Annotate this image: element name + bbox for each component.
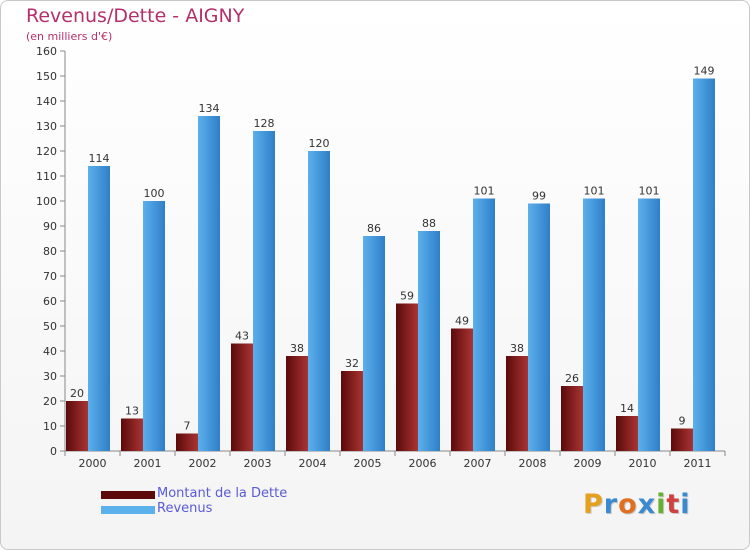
data-label-revenus: 101 — [584, 185, 605, 198]
bar-dette — [561, 386, 583, 451]
logo-letter: i — [680, 489, 691, 520]
data-label-dette: 49 — [455, 315, 469, 328]
data-label-dette: 20 — [70, 387, 84, 400]
bar-dette — [616, 416, 638, 451]
bar-dette — [341, 371, 363, 451]
y-tick-label: 70 — [43, 270, 57, 283]
y-tick-label: 60 — [43, 295, 57, 308]
y-tick-label: 100 — [36, 195, 57, 208]
data-label-revenus: 114 — [89, 152, 110, 165]
x-tick-label: 2000 — [79, 457, 107, 470]
data-label-dette: 26 — [565, 372, 579, 385]
y-tick-label: 30 — [43, 370, 57, 383]
data-label-revenus: 101 — [474, 185, 495, 198]
bar-dette — [121, 418, 143, 451]
bars: 20 114 13 100 7 134 43 128 38 120 32 86 59 88 49 101 38 9… — [66, 65, 715, 451]
bar-revenus — [693, 78, 715, 451]
y-tick-label: 20 — [43, 395, 57, 408]
y-tick-label: 10 — [43, 420, 57, 433]
data-label-dette: 59 — [400, 290, 414, 303]
data-label-dette: 38 — [510, 342, 524, 355]
data-label-revenus: 101 — [639, 185, 660, 198]
bar-revenus — [253, 131, 275, 451]
legend-swatch-revenus — [101, 506, 155, 514]
data-label-revenus: 100 — [144, 187, 165, 200]
legend-label-dette: Montant de la Dette — [157, 486, 288, 501]
logo-letter: i — [656, 489, 667, 520]
bar-revenus — [143, 201, 165, 451]
x-tick-label: 2006 — [409, 457, 437, 470]
legend-swatch-dette — [101, 491, 155, 499]
data-label-dette: 43 — [235, 330, 249, 343]
bar-revenus — [363, 236, 385, 451]
y-tick-label: 40 — [43, 345, 57, 358]
bar-dette — [231, 343, 253, 451]
bar-dette — [286, 356, 308, 451]
data-label-dette: 38 — [290, 342, 304, 355]
x-tick-label: 2003 — [244, 457, 272, 470]
logo-letter: x — [637, 489, 657, 520]
y-tick-label: 90 — [43, 220, 57, 233]
logo-letter: r — [603, 489, 619, 520]
y-tick-label: 120 — [36, 145, 57, 158]
y-tick-label: 140 — [36, 95, 57, 108]
data-label-revenus: 86 — [367, 222, 381, 235]
bar-revenus — [473, 198, 495, 451]
x-tick-label: 2011 — [684, 457, 712, 470]
data-label-revenus: 149 — [694, 65, 715, 78]
y-tick-label: 0 — [50, 445, 57, 458]
bar-dette — [451, 328, 473, 451]
x-tick-label: 2008 — [519, 457, 547, 470]
data-label-dette: 32 — [345, 357, 359, 370]
bar-revenus — [583, 198, 605, 451]
bar-revenus — [418, 231, 440, 451]
data-label-dette: 7 — [184, 420, 191, 433]
bar-revenus — [88, 166, 110, 451]
y-tick-label: 130 — [36, 120, 57, 133]
x-tick-label: 2002 — [189, 457, 217, 470]
bar-chart: 0 10 20 30 40 50 60 70 80 90 100 110 120 130 140 150 160… — [36, 45, 726, 470]
data-label-dette: 9 — [679, 415, 686, 428]
data-label-revenus: 128 — [254, 117, 275, 130]
y-tick-label: 80 — [43, 245, 57, 258]
x-tick-label: 2010 — [629, 457, 657, 470]
y-tick-label: 150 — [36, 70, 57, 83]
chart-title: Revenus/Dette - AIGNY — [26, 5, 245, 27]
proxiti-logo: Proxiti — [583, 489, 691, 520]
data-label-revenus: 99 — [532, 190, 546, 203]
x-tick-label: 2007 — [464, 457, 492, 470]
data-label-dette: 14 — [620, 402, 634, 415]
data-label-revenus: 134 — [199, 102, 220, 115]
logo-letter: o — [618, 489, 638, 520]
data-label-revenus: 88 — [422, 217, 436, 230]
x-tick-label: 2004 — [299, 457, 327, 470]
bar-dette — [506, 356, 528, 451]
bar-revenus — [308, 151, 330, 451]
bar-revenus — [638, 198, 660, 451]
bar-dette — [176, 433, 198, 451]
y-tick-label: 160 — [36, 45, 57, 58]
logo-letter: t — [666, 489, 681, 520]
x-tick-label: 2001 — [134, 457, 162, 470]
x-tick-label: 2005 — [354, 457, 382, 470]
bar-dette — [66, 401, 88, 451]
logo-letter: P — [583, 489, 604, 520]
bar-dette — [396, 303, 418, 451]
y-tick-label: 110 — [36, 170, 57, 183]
bar-revenus — [528, 203, 550, 451]
bar-revenus — [198, 116, 220, 451]
axes: 0 10 20 30 40 50 60 70 80 90 100 110 120 130 140 150 160… — [36, 45, 726, 470]
legend-label-revenus: Revenus — [157, 501, 213, 516]
chart-subtitle: (en milliers d'€) — [26, 30, 113, 43]
data-label-revenus: 120 — [309, 137, 330, 150]
bar-dette — [671, 428, 693, 451]
x-tick-label: 2009 — [574, 457, 602, 470]
data-label-dette: 13 — [125, 405, 139, 418]
y-tick-label: 50 — [43, 320, 57, 333]
